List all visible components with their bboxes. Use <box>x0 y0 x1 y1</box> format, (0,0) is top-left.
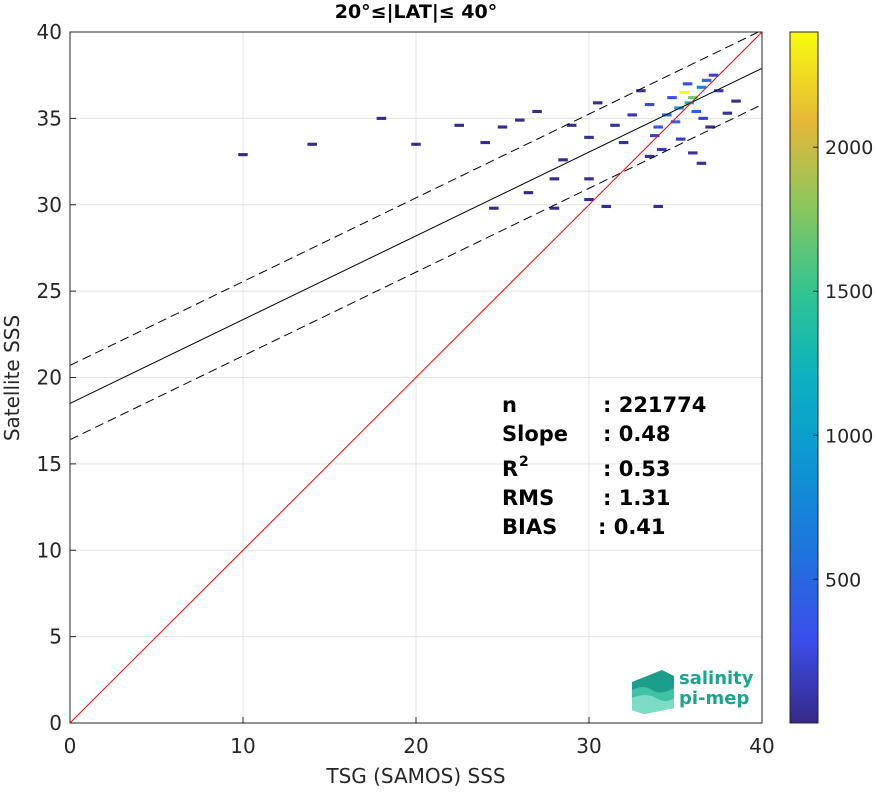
density-cell <box>684 101 695 105</box>
density-cell <box>238 153 248 157</box>
stat-rms-label: RMS <box>502 486 554 510</box>
stat-n-label: n <box>502 393 517 417</box>
density-cell <box>653 125 663 129</box>
density-cell <box>644 103 655 107</box>
confidence-band-upper <box>70 32 760 366</box>
density-cell <box>523 191 534 195</box>
y-tick-label: 25 <box>37 279 62 303</box>
colorbar-tick-label: 1500 <box>825 281 873 303</box>
density-cell <box>584 198 594 202</box>
density-cell <box>708 73 719 77</box>
density-cell <box>644 154 655 158</box>
density-cell <box>592 101 603 105</box>
one-to-one-line <box>70 32 762 723</box>
density-cell <box>584 135 594 139</box>
stat-r2-label: R <box>502 457 518 481</box>
density-cell <box>636 89 646 93</box>
confidence-band-lower <box>70 104 762 441</box>
y-tick-label: 20 <box>37 366 62 390</box>
density-cell <box>696 161 707 165</box>
colorbar-tick-label: 2000 <box>825 137 873 159</box>
stat-r2-value: : 0.53 <box>603 457 671 481</box>
density-cell <box>653 204 663 209</box>
density-cells <box>238 73 741 210</box>
y-tick-label: 5 <box>49 625 62 649</box>
density-cell <box>682 82 693 86</box>
density-cell <box>549 177 560 181</box>
density-cell <box>688 96 698 100</box>
density-cell <box>566 123 577 127</box>
colorbar <box>789 31 819 724</box>
density-cell <box>480 141 490 145</box>
density-cell <box>497 125 508 129</box>
stats-annotation: n : 221774 Slope : 0.48 R 2 : 0.53 RMS :… <box>502 393 706 539</box>
density-cell <box>618 141 629 145</box>
density-cell <box>691 109 702 114</box>
density-cell <box>656 147 667 152</box>
density-cell <box>649 134 660 138</box>
stat-r2-sup: 2 <box>519 454 529 470</box>
x-tick-label: 0 <box>64 734 77 758</box>
density-cell <box>705 125 715 129</box>
y-tick-label: 0 <box>49 711 62 735</box>
chart-title: 20°≤|LAT|≤ 40° <box>335 1 498 23</box>
y-tick-label: 30 <box>37 193 62 217</box>
logo: salinity pi-mep <box>632 668 754 714</box>
stat-bias-value: : 0.41 <box>598 515 666 539</box>
colorbar-tick-label: 1000 <box>825 425 873 447</box>
x-axis-label: TSG (SAMOS) SSS <box>325 764 505 788</box>
logo-wave-icon <box>632 670 674 714</box>
x-tick-label: 40 <box>749 734 774 758</box>
density-cell <box>627 113 638 117</box>
density-cell <box>679 90 689 95</box>
y-tick-label: 15 <box>37 452 62 476</box>
x-tick-label: 20 <box>403 734 428 758</box>
density-cell <box>731 99 741 103</box>
density-cell <box>515 118 525 122</box>
density-cell <box>722 111 733 115</box>
density-cell <box>670 120 681 124</box>
density-cell <box>307 142 317 146</box>
density-cell <box>688 151 698 155</box>
regression-line <box>70 67 762 404</box>
y-tick-label: 40 <box>37 20 62 44</box>
density-cell <box>701 78 712 82</box>
colorbar-ticks: 500 1000 1500 2000 <box>813 137 873 591</box>
logo-line1: salinity <box>679 668 754 689</box>
colorbar-tick-label: 500 <box>825 569 861 591</box>
density-cell <box>713 89 724 93</box>
y-tick-label: 35 <box>37 106 62 130</box>
stat-rms-value: : 1.31 <box>603 486 671 510</box>
density-cell <box>376 116 387 120</box>
stat-slope-value: : 0.48 <box>603 422 671 446</box>
x-tick-label: 30 <box>576 734 601 758</box>
logo-line2: pi-mep <box>679 688 749 709</box>
y-tick-label: 10 <box>37 538 62 562</box>
density-cell <box>667 96 677 100</box>
stat-bias-label: BIAS <box>502 515 557 539</box>
density-cell <box>411 142 421 146</box>
x-tick-label: 10 <box>230 734 255 758</box>
axis-ticks: 0 10 20 30 40 0 5 10 15 20 25 30 35 40 <box>37 20 775 758</box>
density-cell <box>584 177 594 181</box>
density-cell <box>601 204 612 209</box>
density-cell <box>698 116 708 120</box>
density-cell <box>549 206 560 210</box>
density-cell <box>675 137 686 141</box>
density-cell <box>489 206 499 210</box>
density-cell <box>696 85 707 89</box>
density-cell <box>610 123 620 127</box>
density-cell <box>532 109 542 114</box>
density-cell <box>454 123 465 127</box>
y-axis-label: Satellite SSS <box>0 315 24 441</box>
regression-lines <box>70 32 762 723</box>
density-cell <box>662 113 672 117</box>
stat-n-value: : 221774 <box>603 393 706 417</box>
density-cell <box>558 158 568 162</box>
stat-slope-label: Slope <box>502 422 568 446</box>
